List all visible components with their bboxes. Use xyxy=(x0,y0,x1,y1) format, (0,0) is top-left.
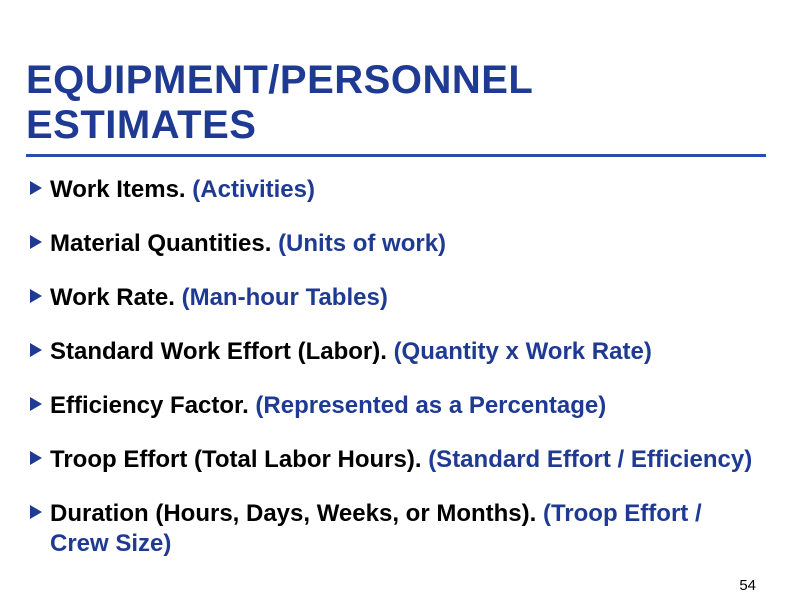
arrow-right-icon xyxy=(28,175,46,197)
slide: EQUIPMENT/PERSONNEL ESTIMATES Work Items… xyxy=(0,0,792,612)
list-item: Material Quantities. (Units of work) xyxy=(28,229,764,259)
list-item-blue: (Quantity x Work Rate) xyxy=(394,338,652,365)
list-item: Work Rate. (Man-hour Tables) xyxy=(28,283,764,313)
list-item-black: Work Items. xyxy=(50,176,192,203)
arrow-right-icon xyxy=(28,229,46,251)
list-item-blue: (Represented as a Percentage) xyxy=(255,392,606,419)
arrow-right-icon xyxy=(28,391,46,413)
arrow-right-icon xyxy=(28,337,46,359)
bullet-list: Work Items. (Activities) Material Quantit… xyxy=(0,157,792,559)
arrow-right-icon xyxy=(28,499,46,521)
list-item-text: Work Items. (Activities) xyxy=(50,175,764,205)
list-item-text: Work Rate. (Man-hour Tables) xyxy=(50,283,764,313)
list-item-blue: (Units of work) xyxy=(278,230,446,257)
list-item: Troop Effort (Total Labor Hours). (Stand… xyxy=(28,445,764,475)
list-item-blue: (Standard Effort / Efficiency) xyxy=(428,446,752,473)
arrow-right-icon xyxy=(28,283,46,305)
list-item: Efficiency Factor. (Represented as a Per… xyxy=(28,391,764,421)
list-item-black: Work Rate. xyxy=(50,284,182,311)
slide-title: EQUIPMENT/PERSONNEL ESTIMATES xyxy=(0,58,792,148)
list-item-black: Material Quantities. xyxy=(50,230,278,257)
list-item-text: Duration (Hours, Days, Weeks, or Months)… xyxy=(50,499,764,559)
list-item: Duration (Hours, Days, Weeks, or Months)… xyxy=(28,499,764,559)
list-item-black: Troop Effort (Total Labor Hours). xyxy=(50,446,428,473)
list-item: Standard Work Effort (Labor). (Quantity … xyxy=(28,337,764,367)
list-item-text: Troop Effort (Total Labor Hours). (Stand… xyxy=(50,445,764,475)
list-item-black: Efficiency Factor. xyxy=(50,392,255,419)
list-item-black: Duration (Hours, Days, Weeks, or Months)… xyxy=(50,500,543,527)
arrow-right-icon xyxy=(28,445,46,467)
list-item-text: Material Quantities. (Units of work) xyxy=(50,229,764,259)
page-number: 54 xyxy=(739,577,756,594)
list-item: Work Items. (Activities) xyxy=(28,175,764,205)
list-item-text: Standard Work Effort (Labor). (Quantity … xyxy=(50,337,764,367)
list-item-black: Standard Work Effort (Labor). xyxy=(50,338,394,365)
list-item-blue: (Activities) xyxy=(192,176,315,203)
list-item-blue: (Man-hour Tables) xyxy=(182,284,388,311)
list-item-text: Efficiency Factor. (Represented as a Per… xyxy=(50,391,764,421)
